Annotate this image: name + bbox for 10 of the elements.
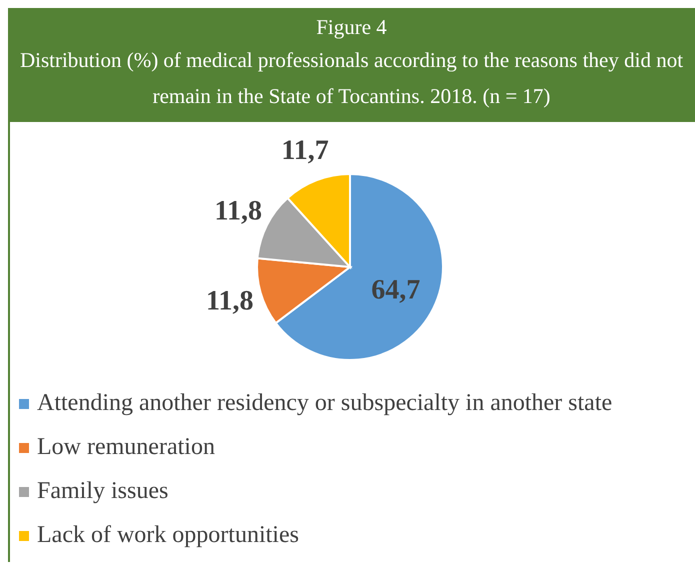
data-label: 11,8 (206, 286, 254, 317)
data-label: 11,8 (214, 195, 262, 226)
legend-label: Attending another residency or subspecialty in another state (37, 390, 612, 416)
chart-subtitle: Distribution (%) of medical professionals according to the reasons they did not remain in the State of Tocantins. 2018. (n = 17) (18, 47, 684, 110)
data-label: 11,7 (281, 134, 329, 166)
data-label: 64,7 (371, 274, 420, 306)
legend-label: Low remuneration (37, 434, 215, 460)
legend-label: Family issues (37, 478, 168, 504)
legend-label: Lack of work opportunities (37, 522, 299, 548)
chart-title: Figure 4 (315, 14, 388, 41)
